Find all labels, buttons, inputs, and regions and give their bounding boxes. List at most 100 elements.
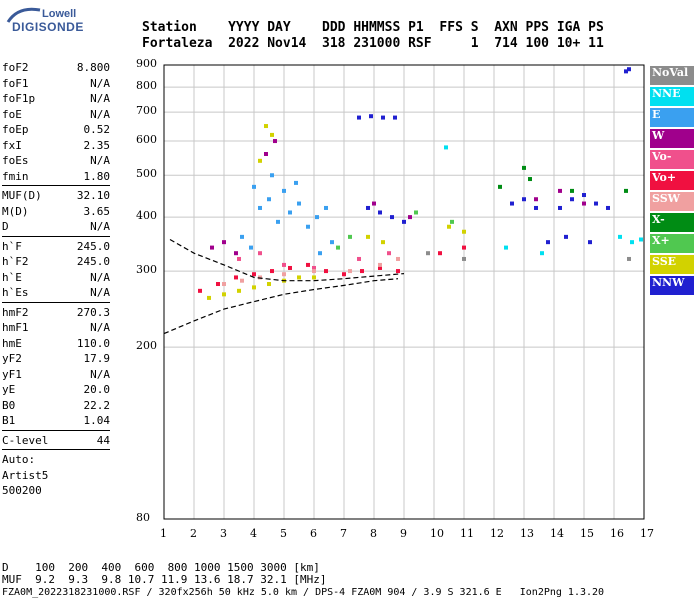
data-point-sse [258,158,262,163]
param-value: 3.65 [83,204,111,218]
y-tick-label: 500 [136,167,157,181]
data-point-nnw [381,115,385,120]
data-point-e [306,224,310,229]
x-tick-label: 16 [610,527,624,540]
param-row: yF2 17.9 [2,351,110,367]
data-point-noval [462,256,466,261]
y-tick-label: 900 [136,57,157,70]
scaled-parameters-panel: foF2 8.800 foF1 N/A foF1p N/A foE N/A foEp 0.52 fx… [2,60,110,499]
param-name: foF1 [2,76,29,90]
data-point-ssw [282,272,286,277]
param-value: N/A [90,367,110,381]
data-point-ssw [378,262,382,267]
separator [2,429,110,431]
data-point-vo [306,262,310,267]
data-point-nnw [402,219,406,224]
param-group-confidence: C-level 44 [2,433,110,449]
param-name: h`F [2,239,22,253]
data-point-e [324,205,328,210]
data-point-x [498,184,502,189]
data-point-e [318,251,322,256]
data-point-sse [207,295,211,300]
separator [2,301,110,303]
logo-line2: DIGISONDE [12,20,84,34]
data-point-x [336,245,340,250]
data-point-vo [237,256,241,261]
data-point-vo [360,269,364,274]
x-tick-label: 8 [370,527,377,540]
data-point-sse [252,285,256,290]
legend-item: W [650,129,694,148]
data-point-nnw [534,205,538,210]
data-point-w [408,215,412,220]
legend-item: SSW [650,192,694,211]
param-name: B0 [2,398,16,412]
autoscale-label: Auto: [2,453,36,466]
data-point-nnw [588,240,592,245]
data-point-x [624,188,628,193]
param-row: foF1p N/A [2,91,110,107]
x-tick-label: 9 [400,527,407,540]
y-tick-label: 800 [136,79,157,93]
data-point-vo [396,269,400,274]
x-tick-label: 10 [430,527,444,540]
data-point-e [315,215,319,220]
param-row: C-level 44 [2,433,110,449]
data-point-x [522,165,526,170]
autoscale-program: Artist5 [2,468,49,482]
data-point-x [450,219,454,224]
param-row: M(D) 3.65 [2,204,110,220]
param-value: N/A [90,286,110,299]
param-name: yE [2,383,16,396]
data-point-nnw [393,115,397,120]
param-name: h`F2 [2,255,29,268]
param-value: N/A [90,321,110,334]
param-row: foF1 N/A [2,76,110,92]
data-point-w [372,201,376,206]
param-group-virtual-heights: h`F 245.0 h`F2 245.0 h`E N/A h`Es N/A [2,239,110,301]
data-point-vo [288,265,292,270]
param-value: N/A [90,92,110,105]
param-name: fxI [2,138,22,152]
data-point-e [330,240,334,245]
data-point-e [270,173,274,178]
data-point-vo [252,272,256,277]
data-point-vo [216,282,220,287]
data-point-nnw [378,210,382,215]
param-name: D [2,220,9,233]
muf-row: MUF 9.2 9.3 9.8 10.7 11.9 13.6 18.7 32.1… [2,573,327,586]
data-point-vo [378,265,382,270]
param-group-profile: hmF2 270.3 hmF1 N/A hmE 110.0 yF2 17.9 yF1 N/A yE 2… [2,305,110,429]
data-point-ssw [348,269,352,274]
legend-item: Vo+ [650,171,694,190]
data-point-nnw [564,234,568,239]
param-value: 270.3 [76,305,110,319]
data-point-nne [639,237,643,242]
y-tick-label: 400 [136,209,157,223]
legend-item: X- [650,213,694,232]
autoscale-version: 500200 [2,484,42,497]
param-row: h`E N/A [2,270,110,286]
data-point-e [249,245,253,250]
ionogram-chart [162,63,646,521]
param-row: hmE 110.0 [2,336,110,352]
data-point-ssw [222,282,226,287]
data-point-sse [366,234,370,239]
x-tick-label: 15 [580,527,594,540]
data-point-e [240,234,244,239]
param-value: 1.80 [83,169,111,183]
data-point-nnw [510,201,514,206]
param-value: 20.0 [83,383,111,396]
data-point-noval [426,251,430,256]
distance-row: D 100 200 400 600 800 1000 1500 3000 [km… [2,561,320,574]
param-name: h`Es [2,286,29,299]
header-column-names: Station YYYY DAY DDD HHMMSS P1 FFS S AXN… [142,20,604,35]
data-point-nne [504,245,508,250]
data-point-nnw [606,205,610,210]
data-point-vo [258,251,262,256]
data-point-x [414,210,418,215]
data-point-w [210,245,214,250]
param-name: foE [2,107,22,121]
param-value: 2.35 [83,138,111,152]
data-point-x [528,177,532,182]
